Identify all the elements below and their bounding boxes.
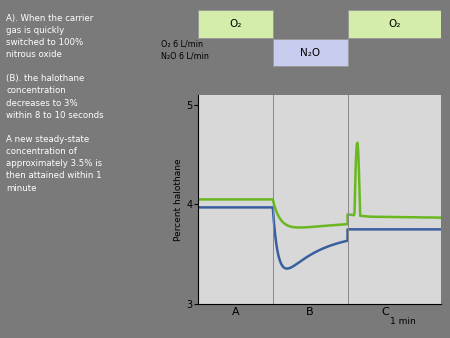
Text: 1 min: 1 min <box>390 317 416 327</box>
Text: O₂: O₂ <box>229 19 242 29</box>
Text: O₂: O₂ <box>388 19 400 29</box>
Text: A). When the carrier
gas is quickly
switched to 100%
nitrous oxide

(B). the hal: A). When the carrier gas is quickly swit… <box>6 14 104 193</box>
Text: O₂ 6 L/min: O₂ 6 L/min <box>161 40 203 48</box>
FancyBboxPatch shape <box>347 9 441 38</box>
Y-axis label: Percent halothane: Percent halothane <box>175 158 184 241</box>
FancyBboxPatch shape <box>273 39 347 66</box>
Text: N₂O: N₂O <box>300 48 320 58</box>
FancyBboxPatch shape <box>198 9 273 38</box>
Text: N₂O 6 L/min: N₂O 6 L/min <box>161 51 209 60</box>
